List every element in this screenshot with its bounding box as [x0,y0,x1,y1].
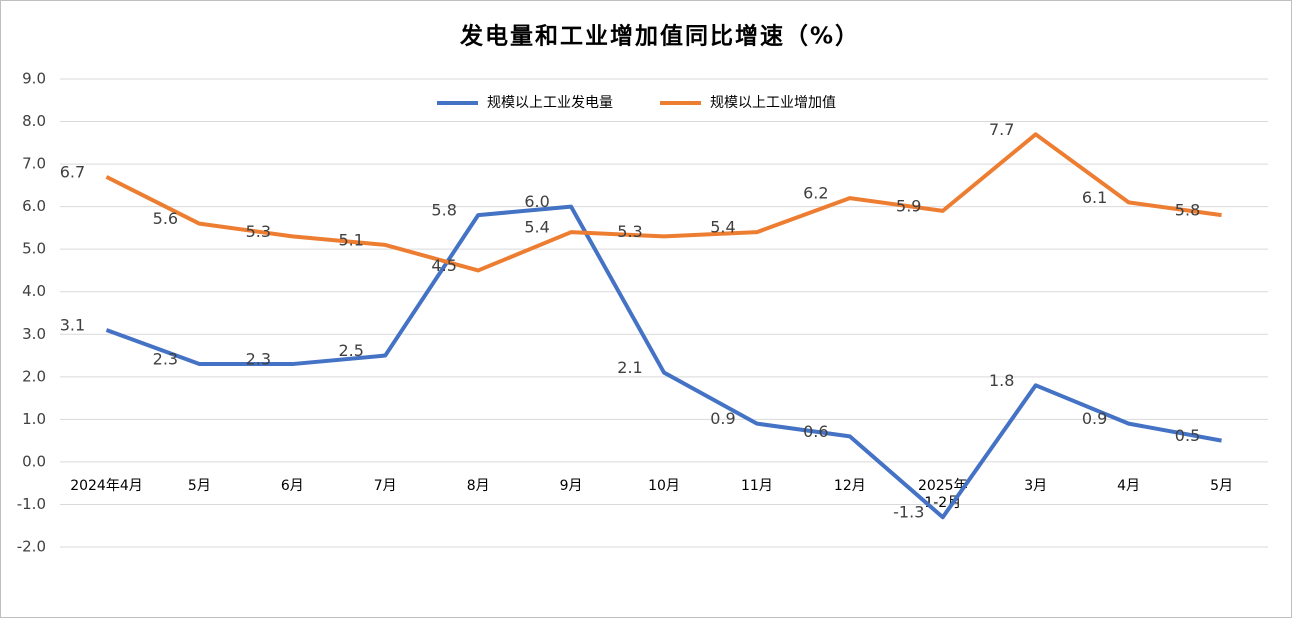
data-label: 2.3 [153,350,178,369]
y-tick-label: 1.0 [22,410,46,428]
data-label: 3.1 [60,316,85,335]
x-tick-label: 11月 [741,478,773,494]
data-label: 1.8 [989,371,1014,390]
data-label: 2.1 [617,358,642,377]
y-tick-label: -2.0 [17,538,46,556]
y-tick-label: 8.0 [22,112,46,130]
y-tick-label: 2.0 [22,367,46,385]
x-tick-label: 9月 [560,478,583,494]
series-line [105,132,1222,273]
chart-title: 发电量和工业增加值同比增速（%） [459,23,860,50]
y-tick-label: 6.0 [22,197,46,215]
x-tick-label: 8月 [467,478,490,494]
x-tick-label: 5月 [188,478,211,494]
data-label: 5.9 [896,196,921,215]
data-label: 5.1 [339,230,364,249]
y-tick-label: 7.0 [22,155,46,173]
data-label: 6.2 [803,184,828,203]
data-label: -1.3 [893,503,924,522]
y-tick-label: 0.0 [22,452,46,470]
y-tick-label: 4.0 [22,282,46,300]
x-tick-label: 4月 [1117,478,1140,494]
data-label: 6.0 [524,192,549,211]
data-label: 5.8 [431,201,456,220]
data-label: 5.3 [617,222,642,241]
y-tick-label: 3.0 [22,325,46,343]
data-label: 2.3 [246,350,271,369]
x-tick-label: 3月 [1024,478,1047,494]
x-tick-label: 7月 [374,478,397,494]
x-tick-label: 10月 [648,478,680,494]
data-label: 0.9 [710,409,735,428]
data-label: 6.7 [60,162,85,181]
data-label: 0.9 [1082,409,1107,428]
data-label: 5.4 [710,218,735,237]
y-tick-label: 9.0 [22,70,46,88]
series-line [105,204,1222,520]
legend-label: 规模以上工业增加值 [710,95,836,111]
data-label: 2.5 [339,341,364,360]
x-tick-label: 2024年4月 [70,478,143,494]
data-label: 5.3 [246,222,271,241]
y-tick-label: -1.0 [17,495,46,513]
data-label: 4.5 [431,256,456,275]
data-label: 5.8 [1175,201,1200,220]
legend-label: 规模以上工业发电量 [487,95,613,111]
data-label: 6.1 [1082,188,1107,207]
x-tick-label: 6月 [281,478,304,494]
y-tick-label: 5.0 [22,240,46,258]
data-label: 0.5 [1175,426,1200,445]
x-tick-label: 12月 [834,478,866,494]
x-tick-label: 5月 [1210,478,1233,494]
data-label: 5.6 [153,209,178,228]
data-label: 0.6 [803,422,828,441]
data-label: 5.4 [524,218,549,237]
data-label: 7.7 [989,120,1014,139]
